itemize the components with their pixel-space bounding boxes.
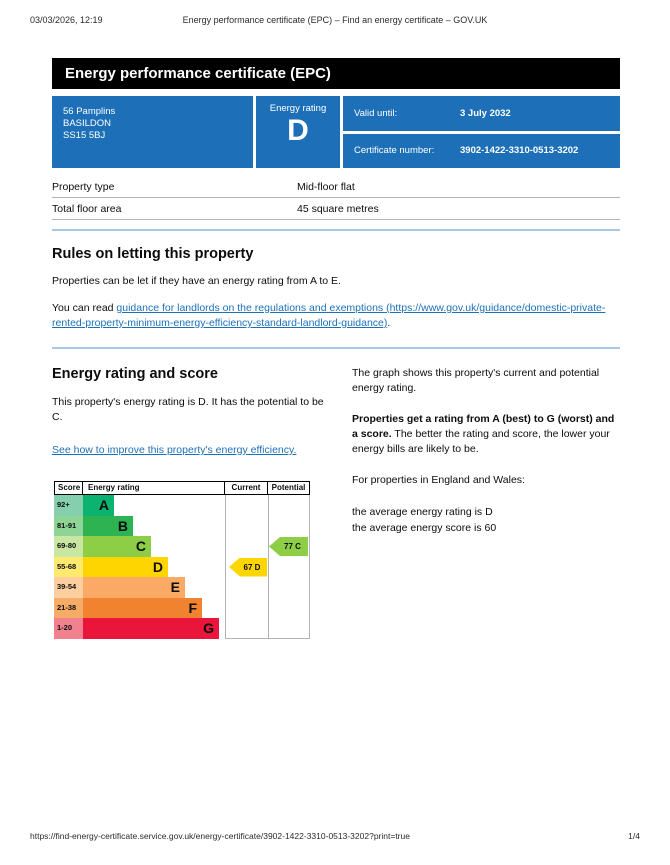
band-bar: B [83,515,133,536]
table-row: Total floor area 45 square metres [52,198,620,220]
band-score-range: 69-80 [54,536,83,557]
band-row-d: 55-68 D [54,556,310,577]
band-bar: F [83,597,202,618]
current-rating-marker: 67 D [229,557,267,577]
band-bar: D [83,556,168,577]
certificate-number-row: Certificate number: 3902-1422-3310-0513-… [343,133,620,168]
certificate-details: Valid until: 3 July 2032 Certificate num… [343,96,620,168]
chart-band-rows: 92+ A 81-91 B 69-80 C 55-68 D 39-54 E 21-38 F 1-20 G [54,495,310,639]
rules-paragraph: Properties can be let if they have an en… [52,275,341,287]
valid-until-value: 3 July 2032 [460,107,511,119]
guidance-text-prefix: You can read [52,302,117,314]
band-score-range: 21-38 [54,597,83,618]
band-bar: E [83,577,185,598]
band-row-a: 92+ A [54,495,310,516]
chart-header-row: Score Energy rating Current Potential [54,481,310,495]
energy-rating-label: Energy rating [269,103,327,114]
rules-section: Rules on letting this property Propertie… [52,246,620,331]
band-score-range: 39-54 [54,577,83,598]
address-line: SS15 5BJ [63,130,106,141]
table-row-label: Property type [52,181,115,193]
table-row-label: Total floor area [52,203,122,215]
chart-header-potential: Potential [268,481,310,495]
chart-bottom-border [225,637,310,639]
band-score-range: 92+ [54,495,83,516]
section-divider [52,347,620,349]
band-row-c: 69-80 C [54,536,310,557]
rating-explanation-bold: Properties get a rating from A (best) to… [352,413,615,440]
graph-description: The graph shows this property's current … [352,367,600,394]
band-row-b: 81-91 B [54,515,310,536]
property-table: Property type Mid-floor flat Total floor a… [52,176,620,220]
chart-right-border [309,495,310,639]
print-page-title: Energy performance certificate (EPC) – F… [182,15,488,25]
average-rating-line: the average energy rating is D [352,506,493,518]
rating-left-column: Energy rating and score This property's … [52,366,330,639]
rules-guidance-paragraph: You can read guidance for landlords on t… [52,301,620,331]
band-bar: A [83,495,114,516]
rating-heading: Energy rating and score [52,366,218,382]
rating-explanation-rest: The better the rating and score, the low… [352,428,610,455]
print-url: https://find-energy-certificate.service.… [30,831,410,841]
band-score-range: 1-20 [54,618,83,639]
energy-rating-value: D [287,114,309,147]
rules-heading: Rules on letting this property [52,246,254,262]
energy-rating-cell: Energy rating D [256,96,340,168]
chart-header-score: Score [54,481,83,495]
current-column-divider [225,495,226,639]
valid-until-row: Valid until: 3 July 2032 [343,96,620,131]
address-line: 56 Pamplins [63,106,116,117]
table-row-value: 45 square metres [297,203,379,215]
valid-until-label: Valid until: [354,107,398,119]
england-wales-intro: For properties in England and Wales: [352,474,525,486]
section-divider [52,229,620,231]
rating-summary-text: This property's energy rating is D. It h… [52,396,324,423]
band-score-range: 81-91 [54,515,83,536]
band-score-range: 55-68 [54,556,83,577]
potential-rating-marker: 77 C [269,537,308,556]
address-line: BASILDON [63,118,112,129]
certificate-number-value: 3902-1422-3310-0513-3202 [460,145,579,157]
print-datetime: 03/03/2026, 12:19 [30,15,103,25]
rating-right-column: The graph shows this property's current … [352,366,620,639]
chart-header-current: Current [225,481,268,495]
chart-header-rating: Energy rating [83,481,225,495]
property-address: 56 Pamplins BASILDON SS15 5BJ [52,96,253,168]
certificate-number-label: Certificate number: [354,145,435,157]
band-bar: C [83,536,151,557]
landlord-guidance-link[interactable]: guidance for landlords on the regulation… [52,302,606,329]
band-bar: G [83,618,219,639]
table-row-value: Mid-floor flat [297,181,355,193]
rating-explanation: Properties get a rating from A (best) to… [352,412,620,457]
average-score-line: the average energy score is 60 [352,522,497,534]
page-number: 1/4 [628,831,640,841]
potential-column-divider [268,495,269,639]
band-row-g: 1-20 G [54,618,310,639]
band-row-e: 39-54 E [54,577,310,598]
table-row: Property type Mid-floor flat [52,176,620,198]
epc-rating-chart: Score Energy rating Current Potential 92… [54,481,310,639]
certificate-page: Energy performance certificate (EPC) 56 … [52,58,620,639]
energy-rating-section: Energy rating and score This property's … [52,366,620,639]
page-title: Energy performance certificate (EPC) [52,58,620,89]
guidance-text-suffix: . [387,317,391,329]
certificate-summary-box: 56 Pamplins BASILDON SS15 5BJ Energy rat… [52,96,620,168]
band-row-f: 21-38 F [54,597,310,618]
improve-efficiency-link[interactable]: See how to improve this property's energ… [52,444,297,456]
